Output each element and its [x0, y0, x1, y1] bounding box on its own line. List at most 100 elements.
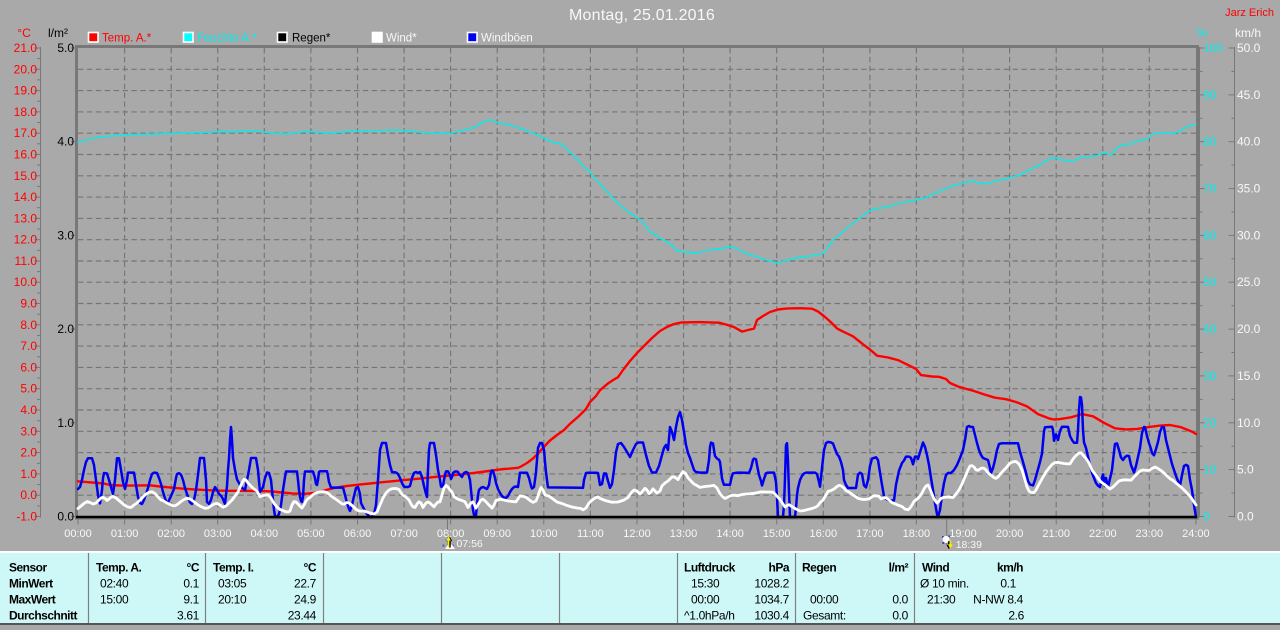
svg-text:%: % [1197, 26, 1208, 40]
svg-text:21:30: 21:30 [927, 593, 956, 607]
svg-text:30: 30 [1203, 369, 1217, 383]
svg-text:7.0: 7.0 [20, 339, 37, 353]
svg-text:l/m²: l/m² [48, 26, 68, 40]
svg-text:0.1: 0.1 [183, 577, 199, 591]
svg-text:11.0: 11.0 [15, 254, 38, 268]
svg-text:01:00: 01:00 [111, 528, 139, 540]
svg-text:°C: °C [17, 26, 31, 40]
svg-text:Windböen: Windböen [481, 33, 533, 45]
svg-text:18:39: 18:39 [956, 539, 982, 551]
svg-text:13:00: 13:00 [670, 528, 698, 540]
svg-text:9.1: 9.1 [183, 593, 199, 607]
svg-text:25.0: 25.0 [1237, 275, 1261, 289]
svg-text:09:00: 09:00 [483, 528, 511, 540]
svg-text:00:00: 00:00 [691, 593, 720, 607]
svg-text:-1.0: -1.0 [16, 510, 37, 524]
svg-text:16:00: 16:00 [810, 528, 838, 540]
svg-text:14.0: 14.0 [14, 190, 38, 204]
svg-text:07:00: 07:00 [390, 528, 418, 540]
svg-text:11:00: 11:00 [577, 528, 604, 540]
svg-text:°C: °C [187, 561, 200, 575]
svg-text:45.0: 45.0 [1237, 88, 1261, 102]
svg-text:Wind*: Wind* [386, 33, 417, 45]
svg-text:10: 10 [1203, 463, 1217, 477]
svg-text:10.0: 10.0 [1237, 416, 1261, 430]
svg-text:00:00: 00:00 [64, 528, 92, 540]
svg-text:MaxWert: MaxWert [9, 593, 56, 607]
svg-text:22:00: 22:00 [1089, 528, 1117, 540]
svg-text:1.0: 1.0 [57, 416, 74, 430]
svg-text:9.0: 9.0 [20, 297, 37, 311]
svg-text:Wind: Wind [922, 561, 949, 575]
svg-text:3.0: 3.0 [20, 424, 37, 438]
svg-text:l/m²: l/m² [889, 561, 909, 575]
svg-text:1.0: 1.0 [20, 467, 37, 481]
svg-text:15.0: 15.0 [14, 169, 38, 183]
svg-text:8.0: 8.0 [20, 318, 37, 332]
svg-text:15:00: 15:00 [763, 528, 791, 540]
svg-text:22.7: 22.7 [294, 577, 317, 591]
svg-text:14:00: 14:00 [716, 528, 744, 540]
svg-text:MinWert: MinWert [9, 577, 53, 591]
svg-text:2.0: 2.0 [57, 322, 74, 336]
svg-text:20.0: 20.0 [1237, 322, 1261, 336]
svg-text:90: 90 [1203, 88, 1217, 102]
svg-text:12.0: 12.0 [14, 233, 38, 247]
svg-text:17:00: 17:00 [856, 528, 884, 540]
svg-text:03:00: 03:00 [204, 528, 232, 540]
svg-text:1030.4: 1030.4 [754, 609, 789, 623]
svg-text:00:00: 00:00 [810, 593, 839, 607]
svg-text:21.0: 21.0 [14, 41, 38, 55]
svg-text:10:00: 10:00 [530, 528, 558, 540]
svg-text:40.0: 40.0 [1237, 135, 1261, 149]
svg-text:Durchschnitt: Durchschnitt [9, 609, 78, 623]
svg-text:2.6: 2.6 [1008, 609, 1024, 623]
svg-text:5.0: 5.0 [20, 382, 37, 396]
svg-text:Sensor: Sensor [9, 561, 48, 575]
svg-text:70: 70 [1203, 182, 1217, 196]
svg-text:Feuchte A.*: Feuchte A.* [197, 33, 257, 45]
svg-text:23.44: 23.44 [288, 609, 317, 623]
svg-text:hPa: hPa [768, 561, 789, 575]
svg-text:N-NW 8.4: N-NW 8.4 [973, 593, 1024, 607]
svg-text:3.0: 3.0 [57, 228, 74, 242]
svg-text:19.0: 19.0 [14, 84, 38, 98]
svg-text:1028.2: 1028.2 [754, 577, 789, 591]
svg-text:50.0: 50.0 [1237, 41, 1261, 55]
svg-text:20: 20 [1203, 416, 1217, 430]
svg-text:21:00: 21:00 [1042, 528, 1070, 540]
svg-text:2.0: 2.0 [20, 446, 37, 460]
svg-text:40: 40 [1203, 322, 1217, 336]
svg-text:0.1: 0.1 [1000, 577, 1016, 591]
svg-text:6.0: 6.0 [20, 360, 37, 374]
svg-text:Temp. A.: Temp. A. [96, 561, 142, 575]
svg-text:1034.7: 1034.7 [754, 593, 789, 607]
svg-text:4.0: 4.0 [57, 135, 74, 149]
svg-text:0.0: 0.0 [1237, 510, 1254, 524]
svg-text:0.0: 0.0 [892, 609, 908, 623]
svg-text:0.0: 0.0 [20, 488, 37, 502]
svg-text:Jarz Erich: Jarz Erich [1225, 7, 1274, 19]
svg-text:03:05: 03:05 [218, 577, 247, 591]
svg-text:16.0: 16.0 [14, 148, 38, 162]
svg-text:Regen: Regen [802, 561, 836, 575]
svg-text:Ø 10 min.: Ø 10 min. [920, 577, 969, 591]
svg-text:35.0: 35.0 [1237, 182, 1261, 196]
svg-text:Montag, 25.01.2016: Montag, 25.01.2016 [569, 7, 715, 24]
svg-text:km/h: km/h [1235, 26, 1261, 40]
svg-text:3.61: 3.61 [177, 609, 200, 623]
svg-text:Luftdruck: Luftdruck [684, 561, 736, 575]
svg-text:05:00: 05:00 [297, 528, 325, 540]
svg-text:^1.0hPa/h: ^1.0hPa/h [684, 609, 735, 623]
svg-text:0: 0 [1203, 510, 1210, 524]
svg-text:18.0: 18.0 [14, 105, 38, 119]
svg-text:Temp. A.*: Temp. A.* [102, 33, 152, 45]
svg-text:23:00: 23:00 [1136, 528, 1164, 540]
svg-text:24:00: 24:00 [1182, 528, 1210, 540]
svg-text:4.0: 4.0 [20, 403, 37, 417]
svg-text:13.0: 13.0 [14, 211, 38, 225]
svg-text:15:00: 15:00 [100, 593, 129, 607]
svg-text:5.0: 5.0 [1237, 463, 1254, 477]
svg-text:02:40: 02:40 [100, 577, 129, 591]
svg-text:04:00: 04:00 [251, 528, 279, 540]
